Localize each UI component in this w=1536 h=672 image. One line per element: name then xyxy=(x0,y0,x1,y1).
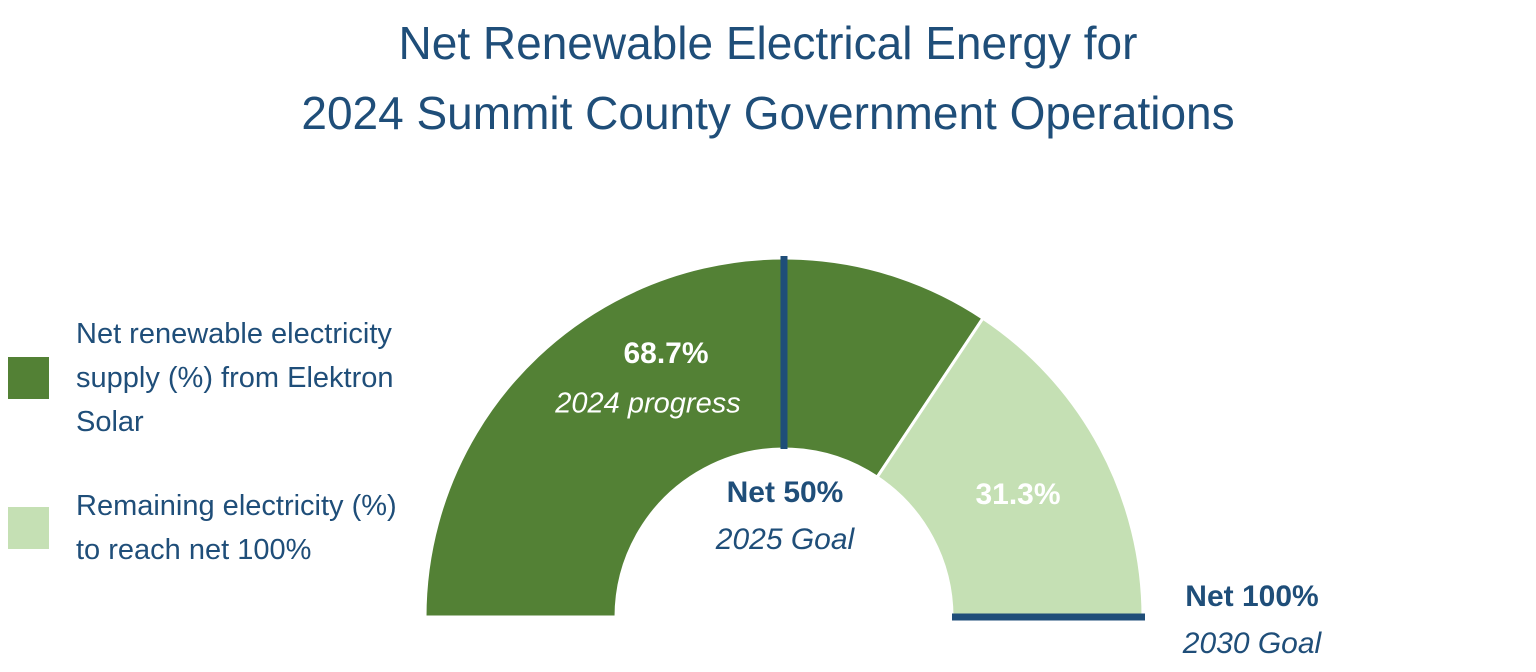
legend-label: Remaining electricity (%) to reach net 1… xyxy=(76,490,397,566)
gauge-segment xyxy=(875,316,1145,619)
goal-label: Net 100% xyxy=(1185,580,1318,613)
goal-sublabel: 2030 Goal xyxy=(1182,627,1323,660)
legend-item: Remaining electricity (%) to reach net 1… xyxy=(8,484,406,572)
legend-item: Net renewable electricity supply (%) fro… xyxy=(8,312,406,444)
legend-swatch xyxy=(8,507,49,549)
value-label: 31.3% xyxy=(975,478,1060,511)
goal-label: Net 50% xyxy=(727,476,844,509)
chart-title: Net Renewable Electrical Energy for xyxy=(398,17,1138,69)
value-label: 68.7% xyxy=(623,337,708,370)
gauge-segment xyxy=(423,256,986,619)
legend-swatch xyxy=(8,357,49,399)
legend-label: Net renewable electricity supply (%) fro… xyxy=(76,318,394,438)
goal-sublabel: 2025 Goal xyxy=(715,523,856,556)
annotation: 2024 progress xyxy=(554,388,740,420)
chart-title: 2024 Summit County Government Operations xyxy=(301,87,1235,139)
